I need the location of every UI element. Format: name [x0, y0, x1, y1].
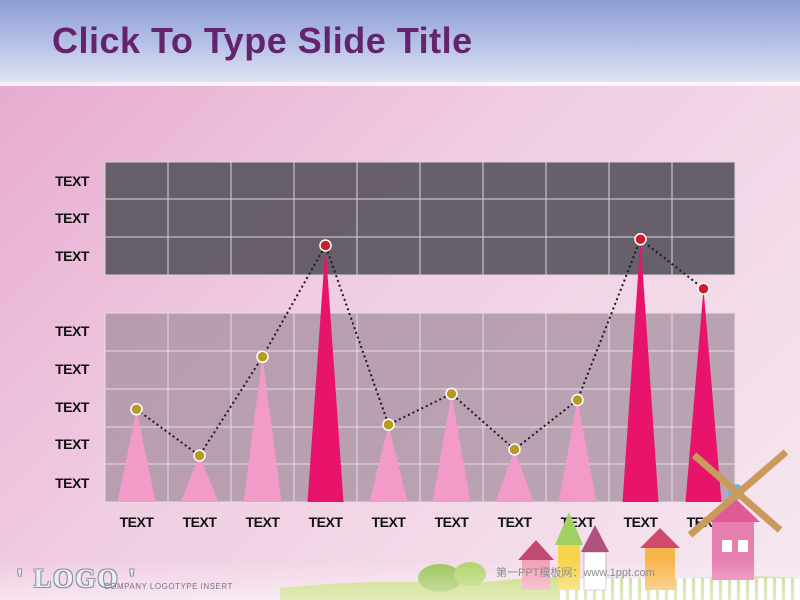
slide-title[interactable]: Click To Type Slide Title [52, 20, 473, 61]
data-point-1 [130, 403, 143, 416]
data-point-10 [697, 282, 710, 295]
y-tick-label: TEXT [55, 361, 90, 377]
company-text: COMPANY LOGOTYPE INSERT [104, 582, 233, 591]
peak-10 [685, 288, 722, 502]
house-roof [581, 525, 609, 552]
data-point-2 [193, 449, 206, 462]
peak-9 [622, 239, 659, 503]
data-point-5 [382, 418, 395, 431]
data-point-6 [445, 387, 458, 401]
y-tick-label: TEXT [55, 248, 90, 264]
chart-line [135, 237, 705, 458]
data-point-8 [571, 393, 584, 407]
header-band [0, 0, 800, 82]
y-tick-label: TEXT [55, 475, 90, 491]
data-point-9 [634, 233, 647, 246]
y-tick-label: TEXT [55, 399, 90, 415]
header-divider [0, 82, 800, 86]
y-tick-label: TEXT [55, 210, 90, 226]
windmill-roof [706, 496, 760, 522]
y-tick-label: TEXT [55, 173, 90, 189]
x-tick-label: TEXT [183, 514, 218, 530]
series-line [135, 237, 705, 458]
peak-2 [180, 455, 219, 502]
footer-strip [0, 560, 800, 600]
logo: ' LOGO ' [16, 564, 138, 593]
x-tick-label: TEXT [624, 514, 659, 530]
peak-6 [432, 393, 471, 502]
x-tick-label: TEXT [372, 514, 407, 530]
data-point-3 [256, 350, 269, 363]
x-tick-label: TEXT [435, 514, 470, 530]
x-tick-label: TEXT [498, 514, 533, 530]
y-tick-label: TEXT [55, 436, 90, 452]
x-tick-label: TEXT [246, 514, 281, 530]
peak-5 [369, 424, 408, 502]
house-roof [518, 540, 554, 560]
x-tick-label: TEXT [309, 514, 344, 530]
windmill-window [722, 540, 732, 552]
windmill-window [738, 540, 748, 552]
house-roof [640, 528, 680, 548]
peak-7 [495, 449, 534, 502]
chart-points [130, 233, 710, 462]
peak-8 [558, 400, 597, 502]
y-tick-label: TEXT [55, 323, 90, 339]
windmill-blade [691, 452, 783, 533]
watermark-text: 第一PPT模板网：www.1ppt.com [496, 567, 655, 579]
x-tick-label: TEXT [120, 514, 155, 530]
data-point-4 [319, 239, 332, 252]
tower-roof [555, 512, 583, 545]
data-point-7 [508, 443, 521, 456]
chart-grid [104, 161, 736, 503]
peak-3 [243, 356, 282, 502]
y-tick-labels: TEXT TEXT TEXT TEXT TEXT TEXT TEXT TEXT [55, 173, 90, 491]
peak-4 [307, 245, 344, 503]
peak-1 [117, 409, 156, 502]
chart-peaks [117, 239, 722, 503]
